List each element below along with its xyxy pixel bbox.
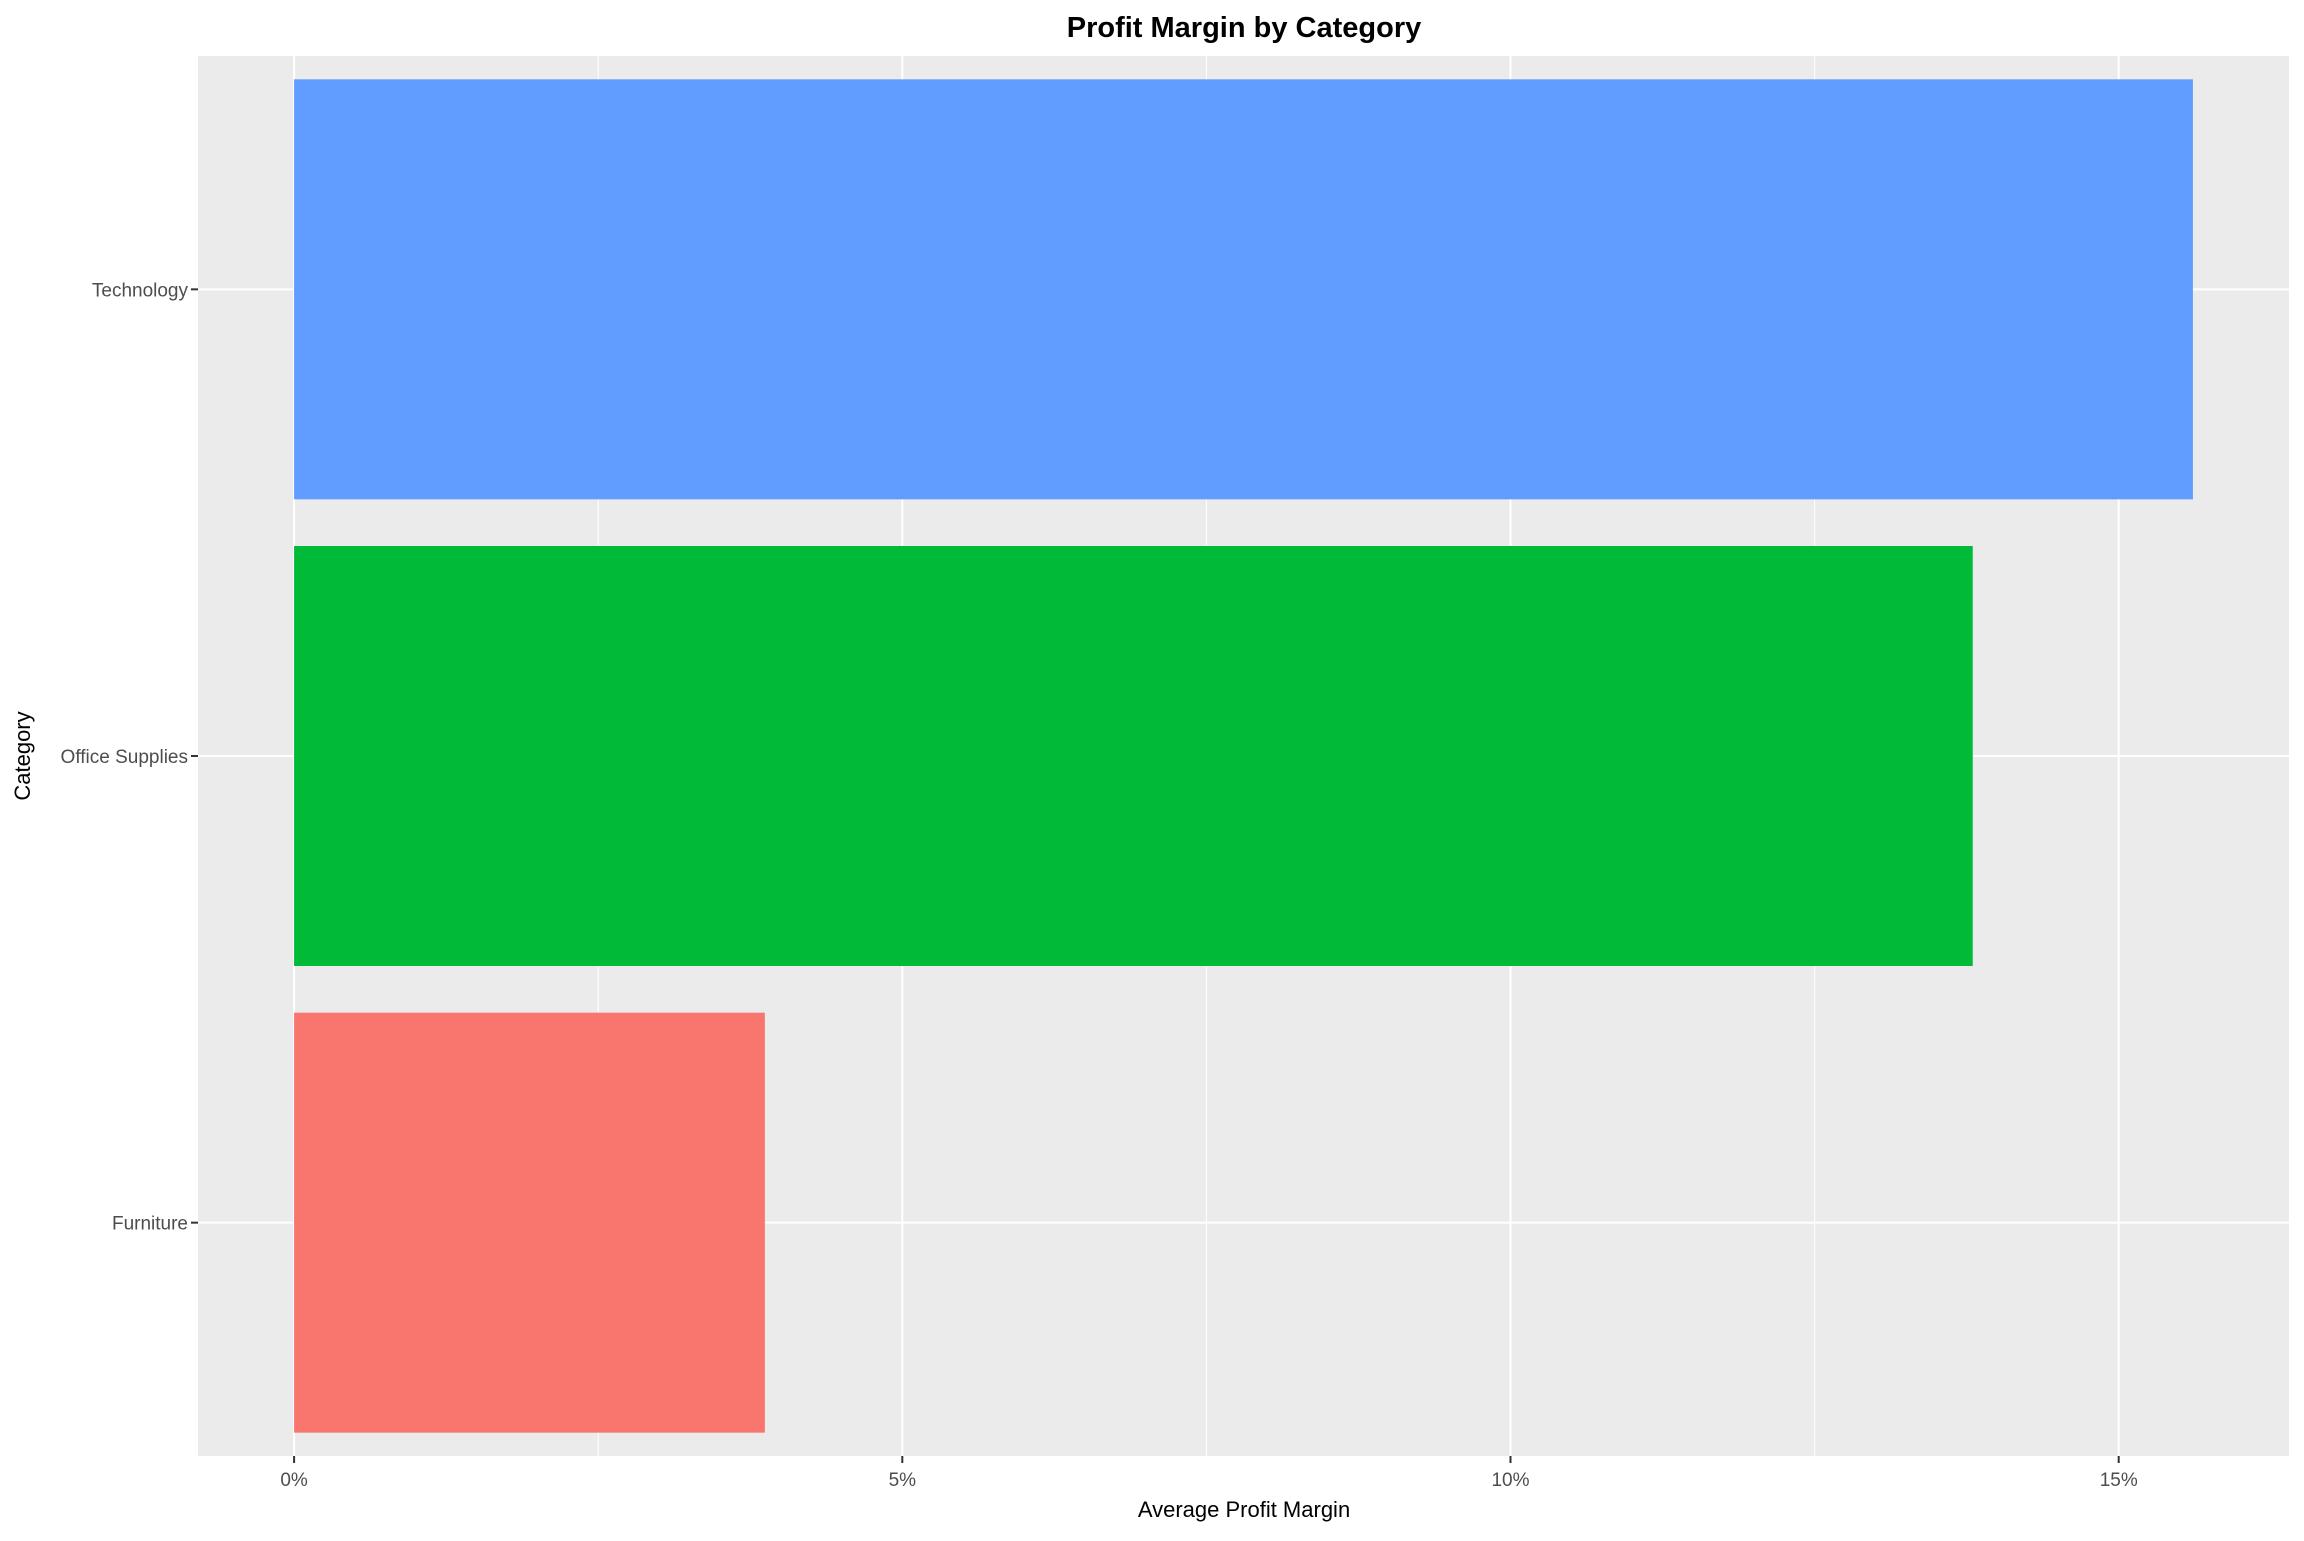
bar-furniture xyxy=(294,1012,765,1433)
y-tick-label: Technology xyxy=(92,280,189,301)
x-tick-label: 0% xyxy=(280,1470,308,1491)
x-axis-title: Average Profit Margin xyxy=(1138,1497,1350,1522)
y-axis-title: Category xyxy=(10,711,35,800)
axes: 0% 5% 10% 15% Furniture Office Supplies Techno… xyxy=(61,280,2138,1491)
bar-office-supplies xyxy=(294,546,1973,966)
bar-technology xyxy=(294,79,2193,500)
x-tick-label: 10% xyxy=(1491,1470,1529,1491)
x-tick-label: 5% xyxy=(889,1470,917,1491)
chart-title: Profit Margin by Category xyxy=(1067,12,1422,44)
y-tick-label: Furniture xyxy=(112,1214,188,1235)
x-tick-label: 15% xyxy=(2100,1470,2138,1491)
bars xyxy=(294,79,2193,1433)
y-tick-label: Office Supplies xyxy=(61,747,188,768)
